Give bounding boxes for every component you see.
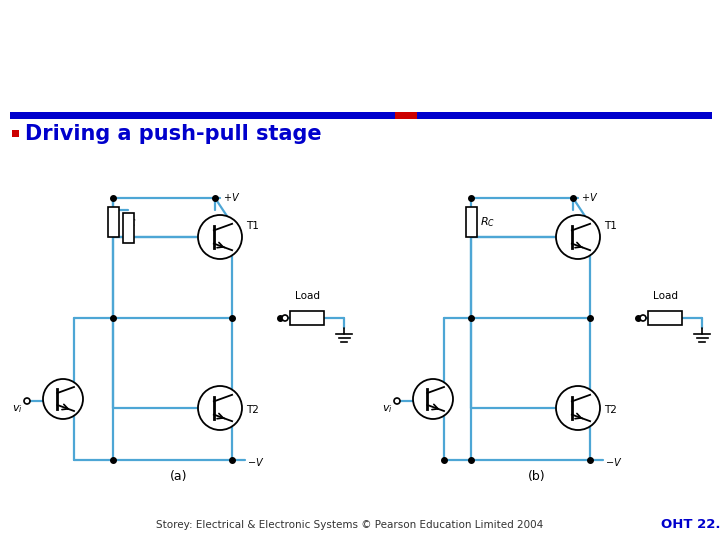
Text: T1: T1 (246, 221, 259, 231)
Text: $+V$: $+V$ (223, 191, 240, 203)
Circle shape (282, 315, 288, 321)
Circle shape (556, 386, 600, 430)
Text: Driving a push-pull stage: Driving a push-pull stage (25, 124, 322, 144)
Circle shape (198, 215, 242, 259)
Text: T2: T2 (604, 405, 617, 415)
Bar (417, 112, 712, 119)
Circle shape (24, 398, 30, 404)
Text: $R_C$: $R_C$ (122, 215, 137, 229)
Circle shape (198, 386, 242, 430)
Circle shape (413, 379, 453, 419)
Bar (10, 112, 395, 119)
Text: OHT 22.7: OHT 22.7 (661, 518, 720, 531)
Text: T2: T2 (246, 405, 259, 415)
Bar (122, 213, 133, 243)
Circle shape (556, 215, 600, 259)
Bar (395, 112, 417, 119)
Circle shape (43, 379, 83, 419)
Bar (12, 130, 19, 137)
Text: $R_C$: $R_C$ (480, 215, 495, 229)
Text: Load: Load (294, 291, 320, 301)
Text: $-V$: $-V$ (605, 456, 622, 468)
Circle shape (640, 315, 646, 321)
Bar (466, 207, 477, 237)
Text: Storey: Electrical & Electronic Systems © Pearson Education Limited 2004: Storey: Electrical & Electronic Systems … (156, 520, 544, 530)
Text: $v_i$: $v_i$ (382, 403, 393, 415)
Text: $-V$: $-V$ (247, 456, 264, 468)
Bar (107, 207, 119, 237)
Text: (a): (a) (170, 470, 188, 483)
Text: $v_i$: $v_i$ (12, 403, 23, 415)
Text: T1: T1 (604, 221, 617, 231)
Text: (b): (b) (528, 470, 546, 483)
Circle shape (394, 398, 400, 404)
Bar (648, 311, 682, 325)
Text: Load: Load (652, 291, 678, 301)
Bar (290, 311, 324, 325)
Text: $+V$: $+V$ (581, 191, 598, 203)
